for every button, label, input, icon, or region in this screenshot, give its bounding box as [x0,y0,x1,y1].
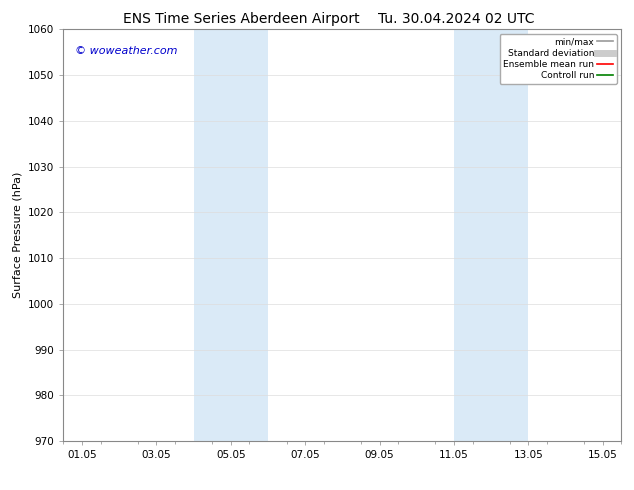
Bar [454,29,528,441]
Bar [193,29,268,441]
Text: © woweather.com: © woweather.com [75,46,177,56]
Legend: min/max, Standard deviation, Ensemble mean run, Controll run: min/max, Standard deviation, Ensemble me… [500,34,617,84]
Text: ENS Time Series Aberdeen Airport: ENS Time Series Aberdeen Airport [122,12,359,26]
Y-axis label: Surface Pressure (hPa): Surface Pressure (hPa) [13,172,23,298]
Text: Tu. 30.04.2024 02 UTC: Tu. 30.04.2024 02 UTC [378,12,534,26]
